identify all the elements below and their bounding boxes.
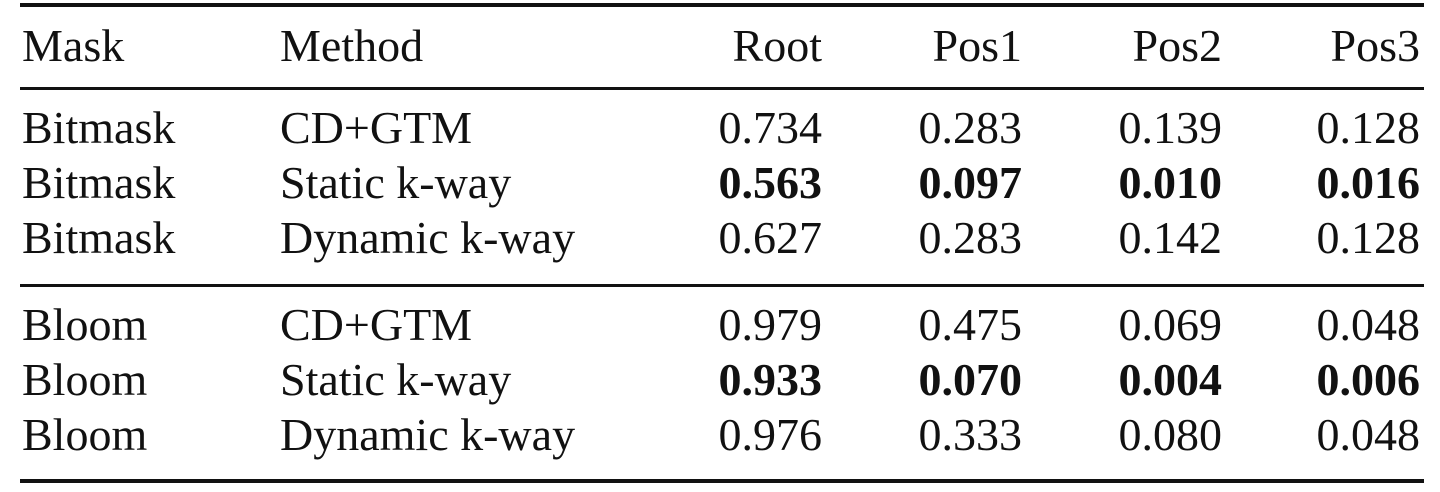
table-cell: 0.139 <box>1118 102 1223 153</box>
bottom-rule <box>20 479 1424 483</box>
table-cell: Bloom <box>22 299 148 350</box>
table-row: Bitmask Static k-way 0.563 0.097 0.010 0.016 <box>0 155 1440 210</box>
table-cell: 0.283 <box>918 212 1023 263</box>
table-cell: 0.976 <box>718 409 823 460</box>
table-cell: 0.080 <box>1118 409 1223 460</box>
table-cell: 0.006 <box>1316 354 1421 405</box>
table-cell: 0.070 <box>918 354 1023 405</box>
header-cell: Root <box>732 20 822 71</box>
table-cell: 0.475 <box>918 299 1023 350</box>
table-cell: 0.128 <box>1316 212 1421 263</box>
header-cell: Pos1 <box>932 20 1022 71</box>
header-cell: Method <box>280 20 424 71</box>
table-cell: 0.128 <box>1316 102 1421 153</box>
table-cell: 0.097 <box>918 157 1023 208</box>
table-row: Bloom Static k-way 0.933 0.070 0.004 0.006 <box>0 352 1440 407</box>
table-row: Bloom Dynamic k-way 0.976 0.333 0.080 0.048 <box>0 407 1440 462</box>
table-cell: 0.010 <box>1118 157 1223 208</box>
table-cell: 0.016 <box>1316 157 1421 208</box>
header-rule <box>20 87 1424 90</box>
top-rule <box>20 3 1424 7</box>
table-cell: 0.979 <box>718 299 823 350</box>
table-cell: Bitmask <box>22 102 176 153</box>
header-row: Mask Method Root Pos1 Pos2 Pos3 <box>0 18 1440 73</box>
table-cell: Static k-way <box>280 354 512 405</box>
table-cell: Dynamic k-way <box>280 409 576 460</box>
table-row: Bitmask CD+GTM 0.734 0.283 0.139 0.128 <box>0 100 1440 155</box>
table-cell: Bloom <box>22 354 148 405</box>
header-cell: Mask <box>22 20 125 71</box>
table-cell: 0.734 <box>718 102 823 153</box>
table-cell: 0.933 <box>718 354 823 405</box>
table-cell: Bloom <box>22 409 148 460</box>
table-cell: CD+GTM <box>280 102 473 153</box>
table-cell: 0.333 <box>918 409 1023 460</box>
header-cell: Pos3 <box>1330 20 1420 71</box>
table-cell: Dynamic k-way <box>280 212 576 263</box>
group-rule <box>20 284 1424 287</box>
table-cell: 0.142 <box>1118 212 1223 263</box>
table-cell: 0.048 <box>1316 409 1421 460</box>
table-cell: 0.563 <box>718 157 823 208</box>
table-cell: 0.069 <box>1118 299 1223 350</box>
table-cell: Bitmask <box>22 212 176 263</box>
table-cell: 0.048 <box>1316 299 1421 350</box>
header-cell: Pos2 <box>1132 20 1222 71</box>
table-cell: Bitmask <box>22 157 176 208</box>
table-cell: 0.627 <box>718 212 823 263</box>
table-cell: 0.283 <box>918 102 1023 153</box>
table-cell: 0.004 <box>1118 354 1223 405</box>
table-row: Bitmask Dynamic k-way 0.627 0.283 0.142 0.128 <box>0 210 1440 265</box>
table-cell: Static k-way <box>280 157 512 208</box>
table-row: Bloom CD+GTM 0.979 0.475 0.069 0.048 <box>0 297 1440 352</box>
table-cell: CD+GTM <box>280 299 473 350</box>
